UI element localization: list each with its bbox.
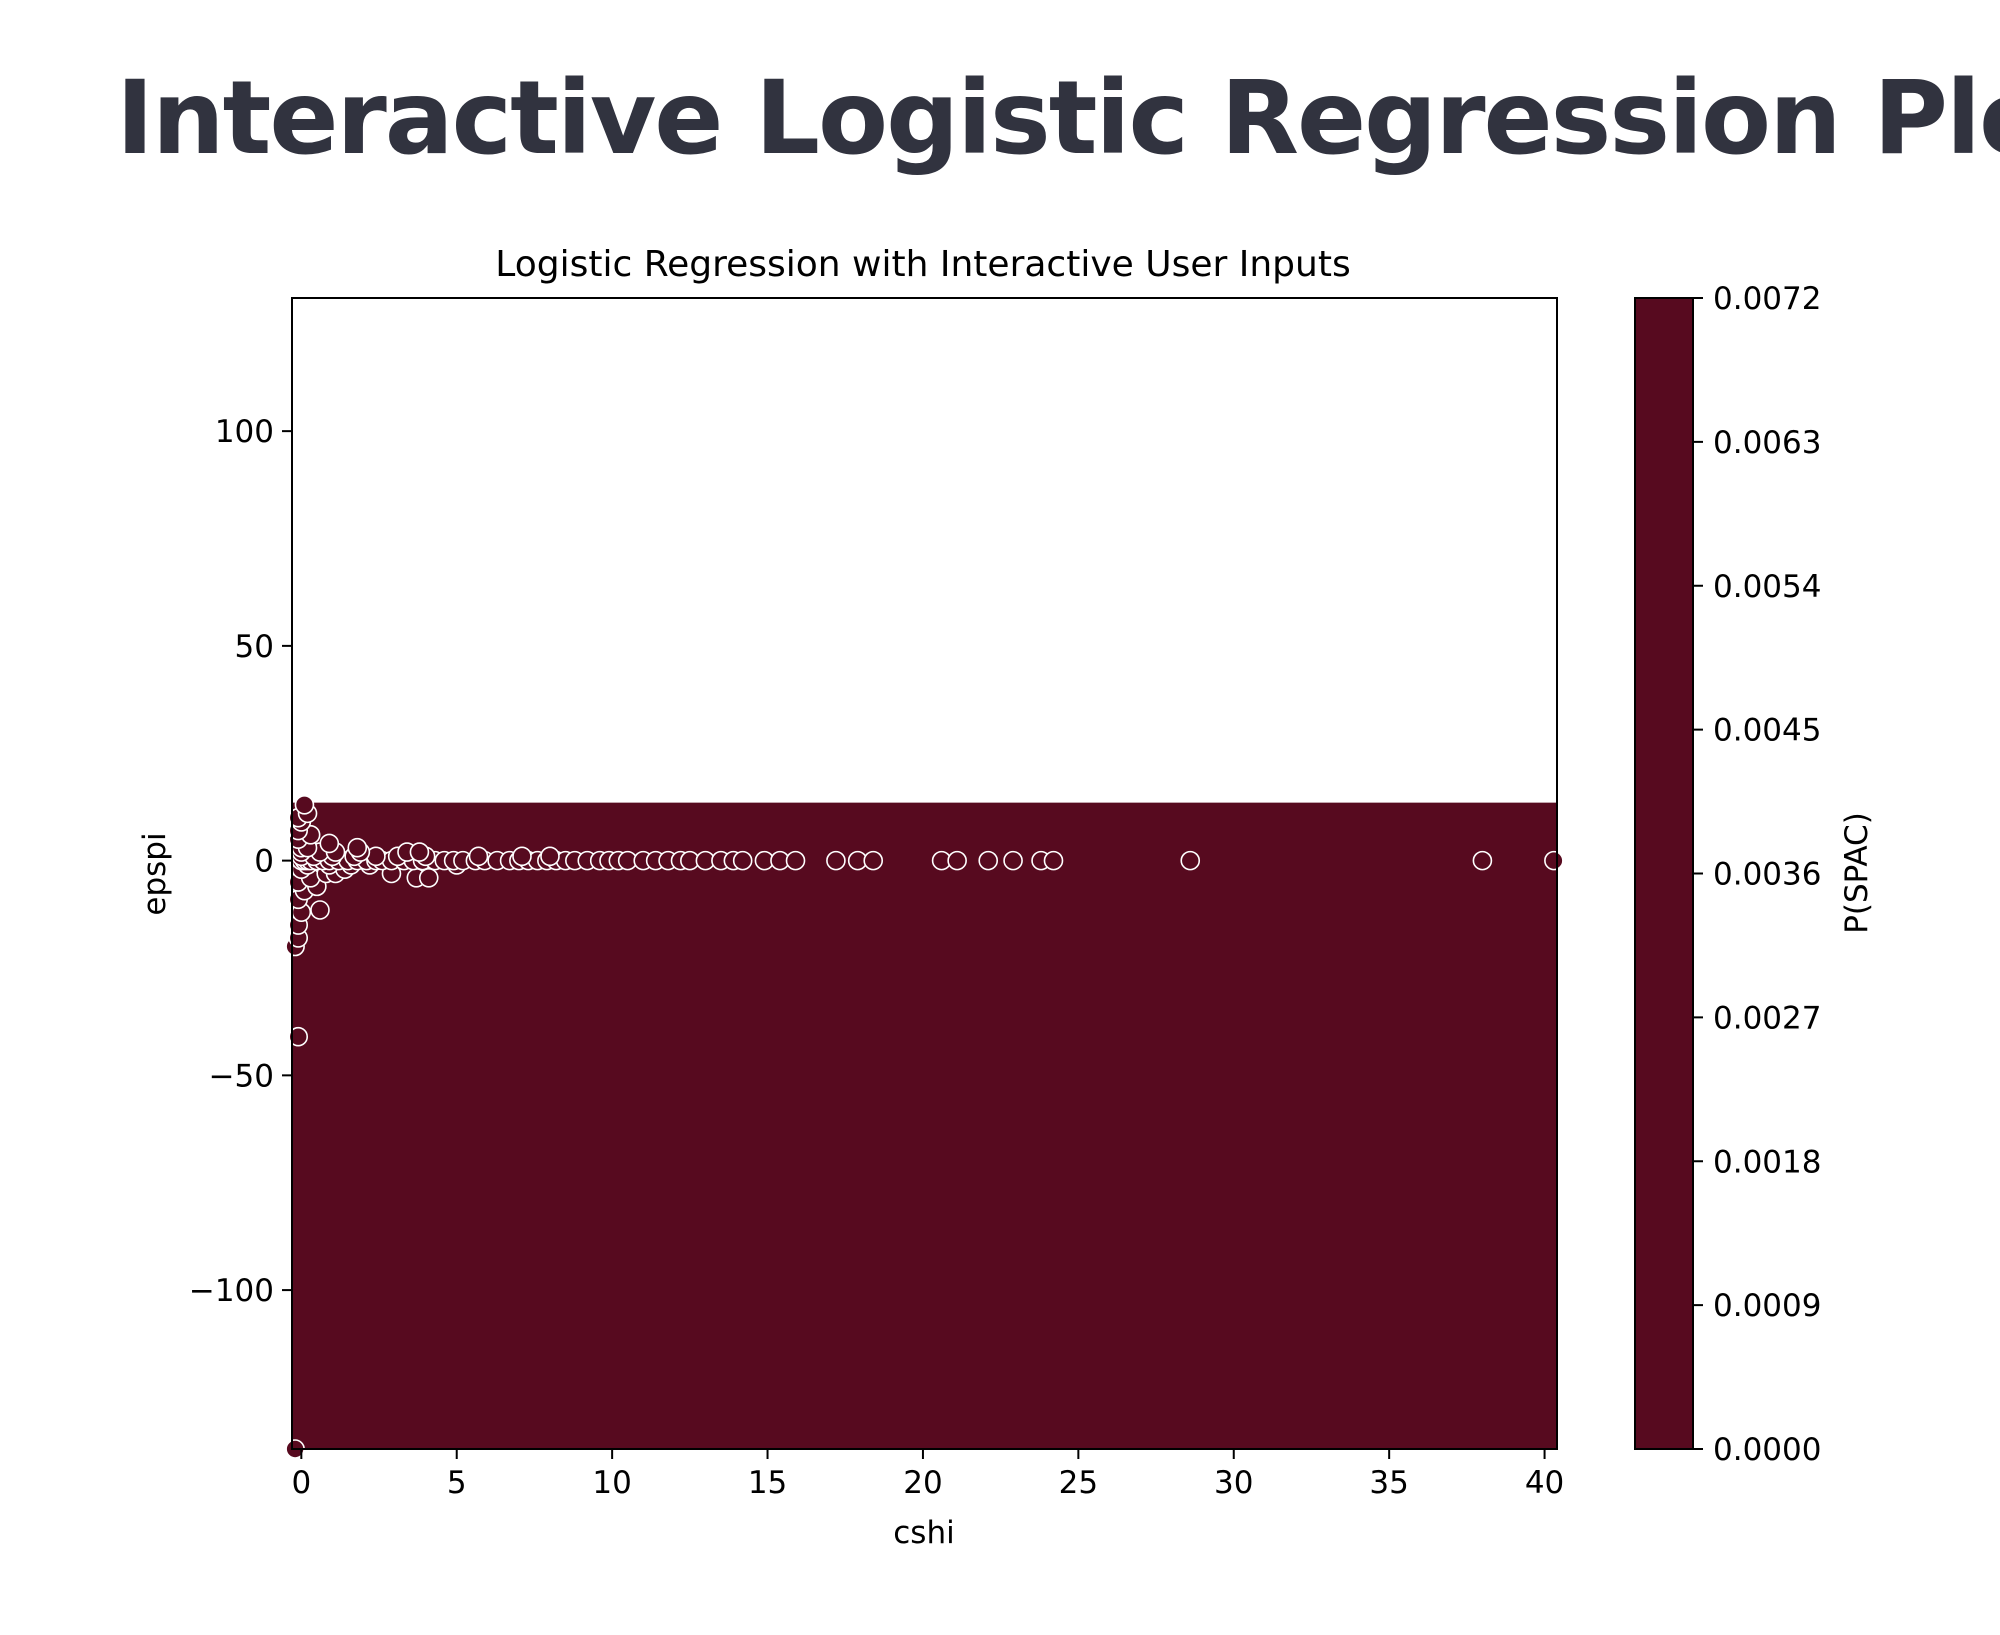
x-tick-label: 15 (748, 1465, 787, 1501)
y-axis: −100 −50 0 50 100 (189, 414, 292, 1309)
scatter-point (512, 846, 532, 867)
colorbar-bar (1634, 297, 1694, 1450)
scatter-point (319, 833, 340, 854)
scatter-point (732, 850, 753, 871)
colorbar-tick-label: 0.0018 (1713, 1144, 1821, 1180)
scatter-point (863, 850, 884, 871)
points-layer (285, 794, 1564, 1459)
scatter-point (409, 842, 430, 862)
x-tick-label: 25 (1059, 1465, 1098, 1501)
scatter-point (418, 867, 439, 888)
colorbar-tick-label: 0.0027 (1713, 1000, 1821, 1036)
colorbar-ticks: 0.0000 0.0009 0.0018 0.0027 0.0036 0.0045 0.00… (1693, 281, 1821, 1468)
scatter-point (347, 837, 368, 858)
chart-title: Logistic Regression with Interactive Use… (495, 244, 1350, 285)
y-tick-label: 100 (215, 414, 274, 450)
colorbar-tick-label: 0.0009 (1713, 1288, 1821, 1324)
y-tick-label: 50 (235, 629, 274, 665)
x-tick-label: 5 (447, 1465, 467, 1501)
scatter-point (1180, 850, 1201, 871)
colorbar-tick-label: 0.0054 (1713, 569, 1821, 605)
x-axis-label: cshi (893, 1515, 954, 1551)
page-title: Interactive Logistic Regression Plot (116, 59, 2000, 178)
colorbar: 0.0000 0.0009 0.0018 0.0027 0.0036 0.0045 0.00… (1634, 281, 1875, 1468)
colorbar-label: P(SPAC) (1839, 812, 1875, 934)
scatter-point (1472, 850, 1493, 871)
x-axis: 0 5 10 15 20 25 30 35 40 (291, 1449, 1564, 1501)
colorbar-tick-label: 0.0063 (1713, 425, 1821, 461)
colorbar-tick-label: 0.0000 (1713, 1432, 1821, 1468)
scatter-point (288, 1026, 309, 1047)
scatter-point (826, 850, 846, 871)
x-tick-label: 0 (291, 1465, 311, 1501)
scatter-point (1544, 850, 1564, 871)
x-tick-label: 10 (592, 1465, 631, 1501)
scatter-point (978, 850, 999, 871)
scatter-point (785, 850, 806, 871)
plot-area (285, 297, 1564, 1459)
x-tick-label: 35 (1369, 1465, 1408, 1501)
scatter-point (540, 846, 560, 867)
y-tick-label: −50 (209, 1058, 274, 1094)
x-tick-label: 40 (1525, 1465, 1564, 1501)
scatter-point (947, 850, 967, 871)
colorbar-tick-label: 0.0072 (1713, 281, 1821, 317)
scatter-point (1003, 850, 1023, 871)
colorbar-tick-label: 0.0036 (1713, 857, 1821, 893)
scatter-point (1043, 850, 1064, 871)
scatter-point (310, 900, 330, 920)
plot-frame (291, 297, 1558, 1450)
probability-surface (292, 802, 1557, 1449)
y-axis-label: epspi (137, 832, 173, 915)
y-tick-label: −100 (189, 1273, 274, 1309)
x-tick-label: 30 (1214, 1465, 1253, 1501)
scatter-point (294, 794, 315, 815)
colorbar-tick-label: 0.0045 (1713, 713, 1821, 749)
x-tick-label: 20 (903, 1465, 942, 1501)
scatter-point (468, 846, 489, 867)
y-tick-label: 0 (254, 844, 274, 880)
